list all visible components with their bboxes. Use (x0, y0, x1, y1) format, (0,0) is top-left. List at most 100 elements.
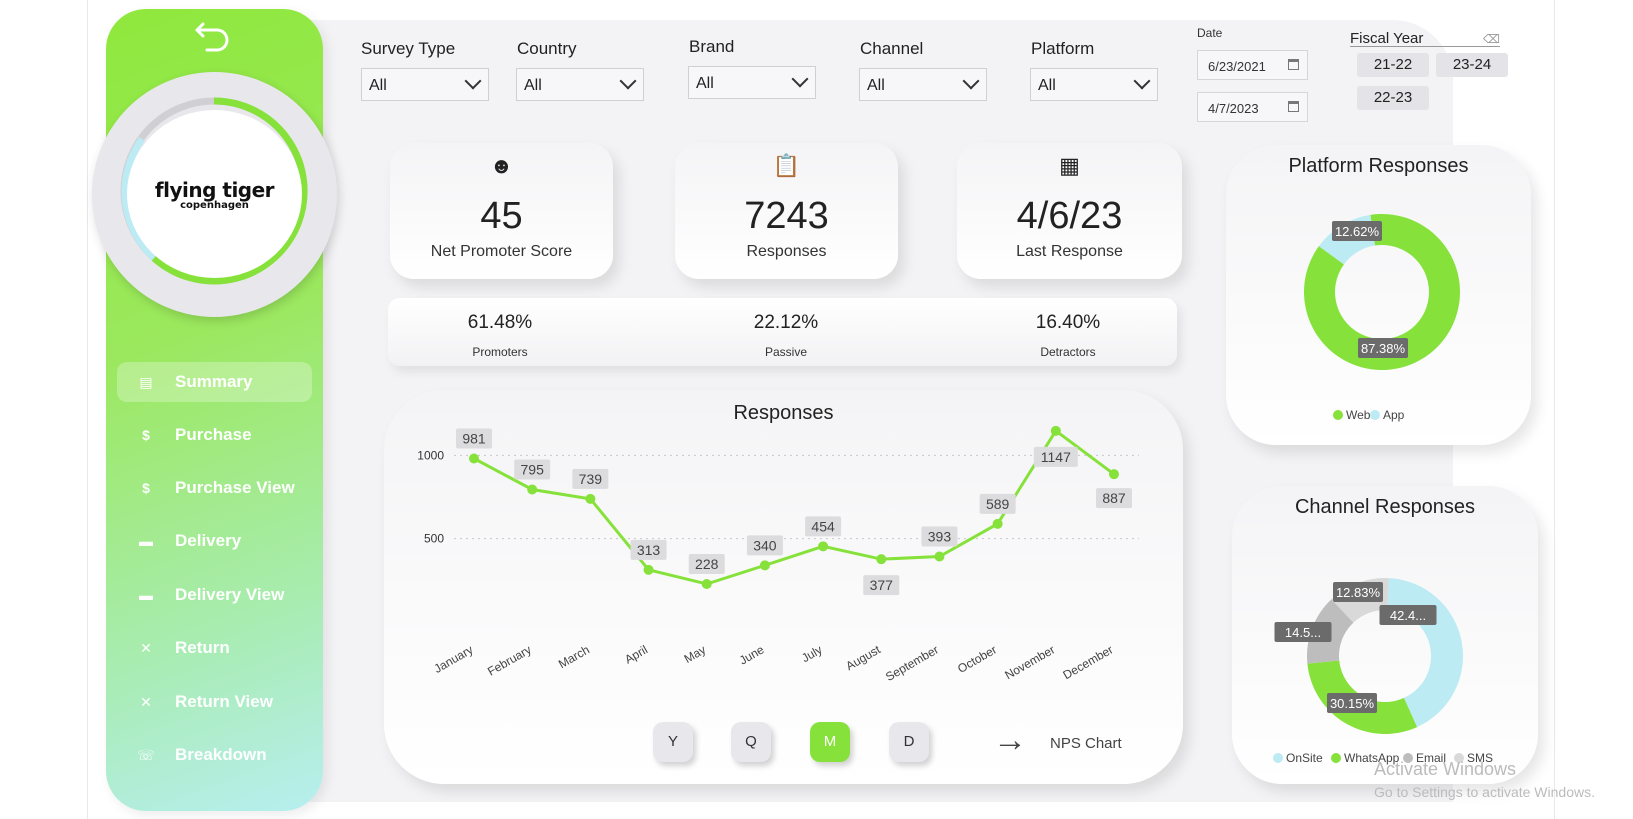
platform-donut-chart: 87.38% 12.62% Web App (1304, 214, 1460, 422)
clipboard-icon: 📋 (772, 153, 801, 178)
legend-label[interactable]: Web (1346, 408, 1371, 422)
sidebar-item-label: Return (175, 638, 230, 657)
x-tick-label: December (1061, 642, 1116, 682)
channel-donut-chart: 42.4... 30.15% 14.5... 12.83% OnSite WhatsApp… (1273, 578, 1493, 765)
survey-type-label: Survey Type (361, 39, 456, 58)
sidebar-item-label: Purchase (175, 425, 252, 444)
legend-marker (1454, 753, 1464, 763)
slice-label-bg (1358, 338, 1408, 358)
phone-icon: ☏ (137, 746, 155, 763)
nps-chart-link[interactable]: NPS Chart (1050, 735, 1122, 752)
x-tick-label: January (432, 642, 476, 675)
promoters-label: Promoters (472, 345, 528, 359)
x-tick-label: September (883, 642, 941, 683)
line-series (473, 428, 1115, 586)
sidebar-item-return[interactable]: ✕ Return (117, 628, 312, 668)
back-arrow-icon[interactable] (193, 14, 233, 54)
sidebar-item-delivery-view[interactable]: ▬ Delivery View (117, 575, 312, 615)
sidebar-item-return-view[interactable]: ✕ Return View (117, 682, 312, 722)
fiscal-year-21-22[interactable]: 21-22 (1357, 53, 1429, 77)
slice-label-bg (1379, 605, 1437, 625)
sidebar-item-delivery[interactable]: ▬ Delivery (117, 521, 312, 561)
channel-select[interactable]: All (859, 68, 987, 101)
sidebar-item-breakdown[interactable]: ☏ Breakdown (117, 735, 312, 775)
end-date-input[interactable]: 4/7/2023 (1197, 92, 1308, 122)
survey-type-select[interactable]: All (361, 68, 489, 101)
fiscal-year-22-23[interactable]: 22-23 (1357, 86, 1429, 110)
data-point[interactable] (934, 551, 945, 562)
end-date-value: 4/7/2023 (1208, 101, 1259, 116)
sidebar-item-label: Delivery (175, 531, 242, 550)
legend-label[interactable]: App (1383, 408, 1405, 422)
data-label: 377 (870, 577, 894, 593)
data-point[interactable] (585, 493, 596, 504)
country-select[interactable]: All (516, 68, 644, 101)
data-label: 739 (579, 471, 603, 487)
donut-slice[interactable] (1387, 578, 1463, 728)
sidebar-item-purchase[interactable]: $ Purchase (117, 415, 312, 455)
data-label-bg (746, 535, 783, 556)
arrow-right-icon[interactable]: → (993, 721, 1027, 759)
period-day-button[interactable]: D (889, 722, 929, 762)
fiscal-year-23-24[interactable]: 23-24 (1436, 53, 1508, 77)
slice-label: 12.83% (1336, 585, 1381, 600)
x-tick-label: May (682, 642, 709, 665)
data-point[interactable] (643, 564, 654, 575)
x-tick-label: August (843, 642, 883, 673)
detractors-value: 16.40% (1035, 312, 1101, 333)
data-point[interactable] (701, 579, 712, 589)
legend-label[interactable]: Email (1416, 751, 1446, 765)
sidebar-item-purchase-view[interactable]: $ Purchase View (117, 468, 312, 508)
chevron-down-icon (1133, 72, 1151, 90)
platform-select[interactable]: All (1030, 68, 1158, 101)
brand-value: All (696, 75, 714, 92)
period-year-button[interactable]: Y (653, 722, 693, 762)
date-label: Date (1197, 26, 1223, 40)
detractors-label: Detractors (1040, 345, 1096, 359)
data-point[interactable] (818, 541, 829, 552)
responses-chart-title: Responses (733, 402, 834, 424)
country-value: All (524, 77, 542, 94)
period-month-button[interactable]: M (810, 722, 850, 762)
calendar-icon[interactable] (1288, 59, 1299, 70)
survey-type-value: All (369, 77, 387, 94)
legend-label[interactable]: OnSite (1286, 751, 1323, 765)
passive-label: Passive (764, 345, 808, 359)
dollar-icon: $ (142, 480, 150, 496)
x-tick-label: October (955, 642, 999, 675)
last-response-card: ▦ 4/6/23 Last Response (957, 143, 1182, 279)
data-label-bg (572, 468, 609, 489)
start-date-input[interactable]: 6/23/2021 (1197, 50, 1308, 80)
data-label-bg (979, 493, 1016, 514)
data-point[interactable] (759, 560, 770, 571)
slice-label-bg (1327, 693, 1377, 713)
clear-selection-icon[interactable]: ⌫ (1483, 32, 1500, 46)
data-label-bg (921, 526, 958, 547)
chevron-down-icon (464, 72, 482, 90)
legend-label[interactable]: SMS (1467, 751, 1493, 765)
y-tick-label: 1000 (417, 448, 444, 462)
x-tick-label: February (485, 642, 534, 678)
data-point[interactable] (876, 554, 887, 565)
x-tick-label: November (1002, 642, 1057, 682)
period-quarter-button[interactable]: Q (731, 722, 771, 762)
report-icon: ▤ (139, 373, 153, 390)
data-point[interactable] (992, 518, 1003, 529)
brand-select[interactable]: All (688, 66, 816, 99)
calendar-icon[interactable] (1288, 101, 1299, 112)
data-point[interactable] (1109, 469, 1119, 480)
truck-icon: ▬ (139, 587, 153, 603)
platform-responses-card: Platform Responses (1226, 145, 1531, 445)
sidebar-item-summary[interactable]: ▤ Summary (117, 362, 312, 402)
data-point[interactable] (469, 453, 479, 464)
legend-label[interactable]: WhatsApp (1344, 751, 1400, 765)
data-label: 981 (462, 431, 486, 447)
platform-value: All (1038, 77, 1056, 94)
data-label: 393 (928, 529, 952, 545)
data-point[interactable] (1050, 425, 1061, 436)
data-point[interactable] (527, 484, 538, 495)
donut-slice[interactable] (1304, 214, 1460, 370)
data-label-bg (1096, 488, 1132, 509)
channel-value: All (867, 77, 885, 94)
close-icon: ✕ (140, 639, 152, 656)
